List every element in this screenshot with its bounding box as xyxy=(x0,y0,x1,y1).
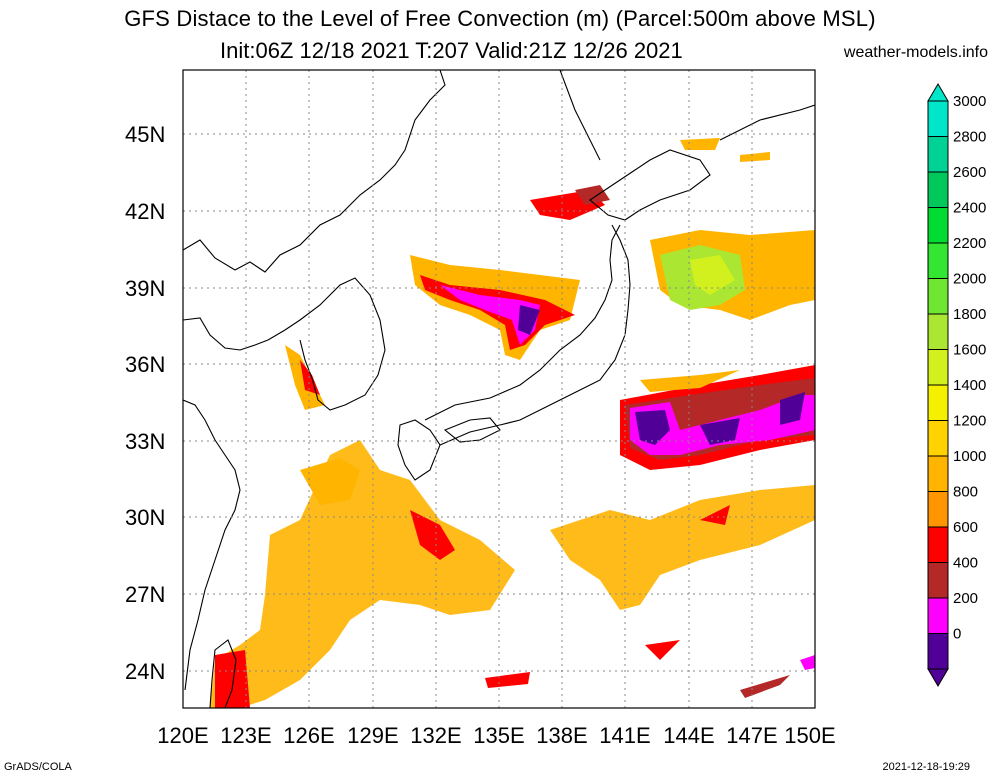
colorbar-swatch xyxy=(927,491,949,528)
lon-label: 150E xyxy=(784,723,835,748)
magenta-band-sea-of-japan xyxy=(440,285,540,345)
map-subtitle: Init:06Z 12/18 2021 T:207 Valid:21Z 12/2… xyxy=(220,38,683,63)
coast-sakhalin xyxy=(559,70,601,161)
colorbar-swatch xyxy=(927,420,949,457)
source-credit: weather-models.info xyxy=(843,44,988,61)
red-patch-pacific xyxy=(700,505,730,525)
colorbar-label: 200 xyxy=(953,590,978,607)
orange-field-east-china-sea xyxy=(210,440,515,708)
lat-label: 30N xyxy=(125,505,165,530)
colorbar-swatch xyxy=(927,349,949,386)
purple-core-sea-of-japan xyxy=(518,305,540,335)
coast-hokkaido xyxy=(589,149,711,221)
colorbar-swatch xyxy=(927,633,949,670)
lat-label: 24N xyxy=(125,659,165,684)
coast-korea xyxy=(267,277,386,411)
lat-label: 27N xyxy=(125,582,165,607)
lat-label: 36N xyxy=(125,352,165,377)
colorbar-label: 600 xyxy=(953,519,978,536)
colorbar-swatch xyxy=(927,171,949,208)
colorbar-label: 2200 xyxy=(953,235,986,252)
field-shading xyxy=(210,138,815,708)
colorbar-label: 1000 xyxy=(953,448,986,465)
coast-kyushu xyxy=(397,419,441,481)
orange-patch-kurils xyxy=(740,152,770,162)
colorbar-swatch xyxy=(927,384,949,421)
colorbar-label: 2400 xyxy=(953,200,986,217)
lat-axis: 45N 42N 39N 36N 33N 30N 27N 24N xyxy=(125,122,165,684)
yellow-field-tohoku xyxy=(690,255,735,295)
colorbar-swatch xyxy=(927,455,949,492)
lat-label: 39N xyxy=(125,276,165,301)
purple-core-c xyxy=(780,392,805,425)
orange-field-pacific xyxy=(550,485,815,610)
lat-label: 42N xyxy=(125,199,165,224)
lat-label: 45N xyxy=(125,122,165,147)
orange-fringe-pacific xyxy=(640,370,740,392)
colorbar-label: 3000 xyxy=(953,93,986,110)
lon-label: 123E xyxy=(220,723,271,748)
colorbar-swatch xyxy=(927,597,949,634)
colorbar-label: 1400 xyxy=(953,377,986,394)
colorbar-swatch xyxy=(927,526,949,563)
lon-label: 144E xyxy=(663,723,714,748)
colorbar-label: 400 xyxy=(953,555,978,572)
plot-frame xyxy=(182,69,816,709)
lon-label: 135E xyxy=(473,723,524,748)
coast-bohai xyxy=(183,317,269,351)
map-title: GFS Distace to the Level of Free Convect… xyxy=(124,6,876,31)
colorbar-label: 2600 xyxy=(953,164,986,181)
colorbar-swatch xyxy=(927,242,949,279)
colorbar: 3000280026002400220020001800160014001200… xyxy=(927,83,986,687)
coastlines xyxy=(183,70,815,708)
colorbar-swatch xyxy=(927,278,949,315)
colorbar-swatch xyxy=(927,207,949,244)
lon-axis: 120E 123E 126E 129E 132E 135E 138E 141E … xyxy=(157,723,835,748)
lon-label: 141E xyxy=(599,723,650,748)
lon-label: 147E xyxy=(726,723,777,748)
colorbar-swatch xyxy=(927,562,949,599)
red-patch-kyushu xyxy=(410,510,455,560)
coast-honshu-north xyxy=(424,224,621,421)
brown-patch-south xyxy=(740,675,790,698)
orange-patch-a xyxy=(300,458,360,505)
colorbar-label: 2800 xyxy=(953,129,986,146)
lon-label: 126E xyxy=(283,723,334,748)
brown-patch-hokkaido xyxy=(575,185,610,205)
purple-core-b xyxy=(700,418,740,445)
purple-core-a xyxy=(635,410,670,445)
colorbar-top-arrow xyxy=(927,83,949,102)
colorbar-swatch xyxy=(927,313,949,350)
coast-taiwan xyxy=(209,639,237,708)
lon-label: 120E xyxy=(157,723,208,748)
coast-shikoku xyxy=(443,417,501,443)
coast-honshu-south xyxy=(439,224,631,446)
colorbar-label: 800 xyxy=(953,484,978,501)
lon-label: 129E xyxy=(347,723,398,748)
red-patch-south-a xyxy=(485,672,530,688)
colorbar-label: 1200 xyxy=(953,413,986,430)
lon-label: 138E xyxy=(536,723,587,748)
red-patch-south-b xyxy=(645,640,680,660)
colorbar-swatch xyxy=(927,100,949,137)
colorbar-bottom-arrow xyxy=(927,668,949,687)
footer-software: GrADS/COLA xyxy=(4,761,72,773)
colorbar-label: 0 xyxy=(953,626,961,643)
orange-patch-north xyxy=(680,138,720,150)
graticule xyxy=(183,70,815,708)
coast-china xyxy=(183,399,241,691)
lon-label: 132E xyxy=(410,723,461,748)
magenta-patch-south xyxy=(800,655,815,670)
footer-timestamp: 2021-12-18-19:29 xyxy=(882,761,970,773)
colorbar-label: 1800 xyxy=(953,306,986,323)
coast-manchuria xyxy=(183,70,446,273)
coast-kurils xyxy=(719,104,815,141)
colorbar-label: 1600 xyxy=(953,342,986,359)
red-patch-korea xyxy=(300,360,320,395)
colorbar-label: 2000 xyxy=(953,271,986,288)
lat-label: 33N xyxy=(125,429,165,454)
colorbar-swatch xyxy=(927,136,949,173)
red-patch-taiwan xyxy=(215,650,250,708)
